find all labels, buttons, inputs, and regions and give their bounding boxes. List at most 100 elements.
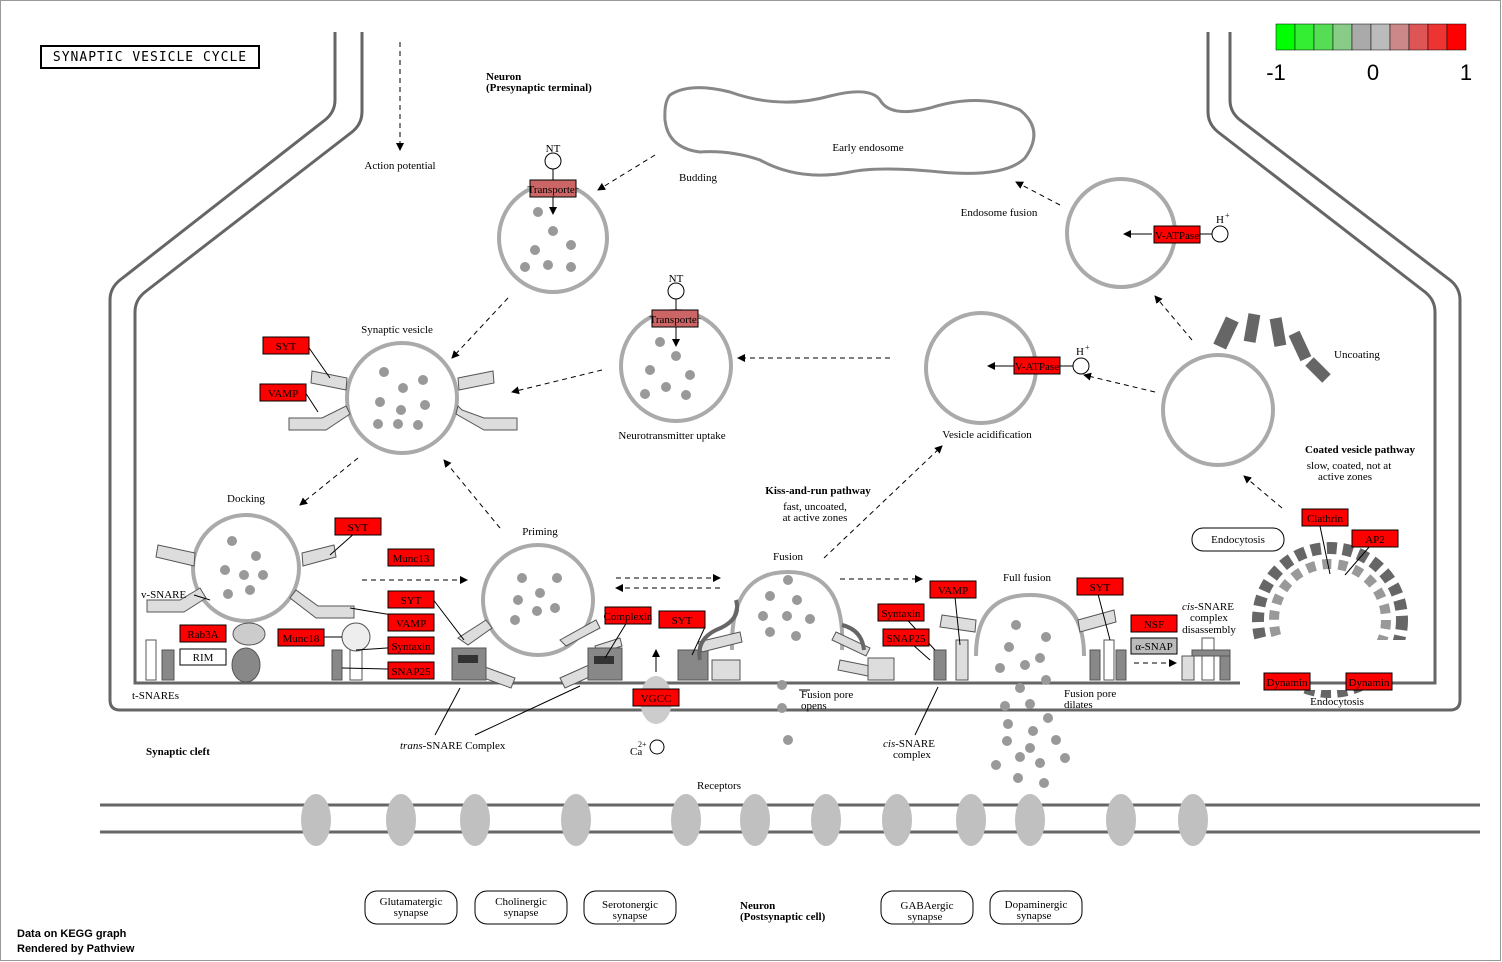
gene-label-vamp-b: VAMP	[396, 618, 426, 630]
synapse-cholinergic-l2: synapse	[504, 907, 539, 919]
gene-box-dynamin-a[interactable]	[1263, 672, 1311, 691]
gene-box-complexin[interactable]	[604, 606, 652, 625]
gene-box-syt-c[interactable]	[387, 590, 435, 609]
label-trans-snare: trans-SNARE Complex	[400, 740, 506, 752]
gene-box-rab3a[interactable]	[179, 624, 227, 643]
gene-label-rab3a: Rab3A	[187, 629, 218, 641]
label-docking: Docking	[227, 493, 265, 505]
label-fusion-pore-dilates-1: Fusion pore	[1064, 688, 1116, 700]
gene-label-vgcc: VGCC	[641, 693, 672, 705]
gene-label-vamp-a: VAMP	[268, 388, 298, 400]
gene-label-syntaxin-b: Syntaxin	[881, 608, 921, 620]
gene-box-syt-d[interactable]	[658, 610, 706, 629]
label-fusion: Fusion	[773, 551, 803, 563]
gene-box-munc13[interactable]	[387, 548, 435, 567]
endocytosis-link[interactable]	[1191, 527, 1285, 552]
legend-cell	[1313, 23, 1334, 51]
gene-label-transporter-b: Transporter	[650, 314, 701, 326]
alpha-snap-label: α-SNAP	[1135, 641, 1173, 653]
gene-label-snap25-a: SNAP25	[391, 666, 431, 678]
fusion-pore-lines	[697, 599, 866, 661]
synapse-cholinergic-l1: Cholinergic	[495, 896, 547, 908]
label-action-potential: Action potential	[364, 160, 435, 172]
gene-box-syt-e[interactable]	[1076, 577, 1124, 596]
clathrin-coat	[1213, 313, 1331, 383]
gene-box-vatpase-a[interactable]	[1153, 225, 1201, 244]
gene-box-vatpase-b[interactable]	[1013, 356, 1061, 375]
postsynaptic-membrane	[100, 803, 1480, 834]
label-cis-complex: complex	[893, 749, 931, 761]
label-neuron-pre-sub: (Presynaptic terminal)	[486, 82, 592, 94]
synapse-link-dopaminergic[interactable]	[989, 890, 1083, 925]
label-nt-2: NT	[669, 273, 684, 285]
label-synaptic-cleft: Synaptic cleft	[146, 746, 210, 758]
gene-label-ap2: AP2	[1365, 534, 1385, 546]
gene-label-syt-d: SYT	[672, 615, 693, 627]
gene-label-nsf: NSF	[1144, 619, 1164, 631]
label-coated-sub1: slow, coated, not at	[1307, 460, 1392, 472]
gene-label-munc18: Munc18	[283, 633, 320, 645]
pathway-title: SYNAPTIC VESICLE CYCLE	[40, 45, 260, 69]
legend: -1 0 1	[1266, 23, 1472, 85]
gene-box-vgcc[interactable]	[632, 688, 680, 707]
gene-box-munc18[interactable]	[277, 628, 325, 647]
gene-box-ap2[interactable]	[1351, 529, 1399, 548]
legend-cell	[1446, 23, 1467, 51]
synapse-glutamatergic-l2: synapse	[394, 907, 429, 919]
label-v-snare: v-SNARE	[141, 589, 187, 601]
label-vesicle-acidification: Vesicle acidification	[942, 429, 1032, 441]
synapse-link-glutamatergic[interactable]	[364, 890, 458, 925]
synapse-dopaminergic-l2: synapse	[1017, 910, 1052, 922]
label-budding: Budding	[679, 172, 717, 184]
label-neuron-post: Neuron	[740, 900, 775, 912]
legend-cell	[1275, 23, 1296, 51]
synapse-link-gabaergic[interactable]	[880, 890, 974, 925]
gene-label-munc13: Munc13	[393, 553, 430, 565]
label-endocytosis: Endocytosis	[1310, 696, 1364, 708]
gene-box-syt-a[interactable]	[262, 336, 310, 355]
gene-box-clathrin[interactable]	[1301, 508, 1349, 527]
gene-box-transporter-a[interactable]	[529, 179, 577, 198]
label-hplus-2: H	[1076, 346, 1084, 358]
synapse-serotonergic-l1: Serotonergic	[602, 899, 658, 911]
label-coated-pathway: Coated vesicle pathway	[1305, 444, 1415, 456]
rim-box	[179, 648, 227, 666]
gene-box-snap25-a[interactable]	[387, 661, 435, 680]
coated-pit	[1252, 542, 1408, 698]
label-t-snares: t-SNAREs	[132, 690, 179, 702]
munc18-shape	[341, 622, 371, 652]
label-cis-disassembly-2: complex	[1190, 612, 1228, 624]
gene-box-dynamin-b[interactable]	[1345, 672, 1393, 691]
label-nt-1: NT	[546, 143, 561, 155]
gene-box-vamp-c[interactable]	[929, 580, 977, 599]
label-fusion-pore-opens-2: opens	[801, 700, 827, 712]
gene-box-vamp-a[interactable]	[259, 383, 307, 402]
gene-box-nsf[interactable]	[1130, 614, 1178, 633]
gene-label-dynamin-a: Dynamin	[1267, 677, 1308, 689]
synapse-link-serotonergic[interactable]	[583, 890, 677, 925]
label-ca-sup: 2+	[638, 740, 647, 749]
receptors	[301, 794, 1208, 846]
gene-box-transporter-b[interactable]	[651, 309, 699, 328]
pathway-arrows	[299, 42, 1283, 667]
gene-boxes: SYT VAMP SYT Munc13 SYT VAMP Rab3A Munc1…	[179, 179, 1399, 707]
gene-box-syntaxin-a[interactable]	[387, 636, 435, 655]
label-hplus-1-sup: +	[1225, 211, 1230, 220]
label-kiss-sub1: fast, uncoated,	[783, 501, 847, 513]
label-cis-snare: cis-SNARE	[883, 738, 935, 750]
neurotransmitter-dots	[220, 207, 1070, 788]
label-priming: Priming	[522, 526, 558, 538]
gene-box-syt-b[interactable]	[334, 517, 382, 536]
legend-cell	[1370, 23, 1391, 51]
label-cis-disassembly-3: disassembly	[1182, 624, 1236, 636]
label-endosome-fusion: Endosome fusion	[961, 207, 1038, 219]
synapse-serotonergic-l2: synapse	[613, 910, 648, 922]
gene-box-syntaxin-b[interactable]	[877, 603, 925, 622]
gene-box-vamp-b[interactable]	[387, 613, 435, 632]
legend-max: 1	[1460, 60, 1472, 85]
gene-box-snap25-b[interactable]	[882, 628, 930, 647]
label-hplus-1: H	[1216, 214, 1224, 226]
synapse-link-cholinergic[interactable]	[474, 890, 568, 925]
